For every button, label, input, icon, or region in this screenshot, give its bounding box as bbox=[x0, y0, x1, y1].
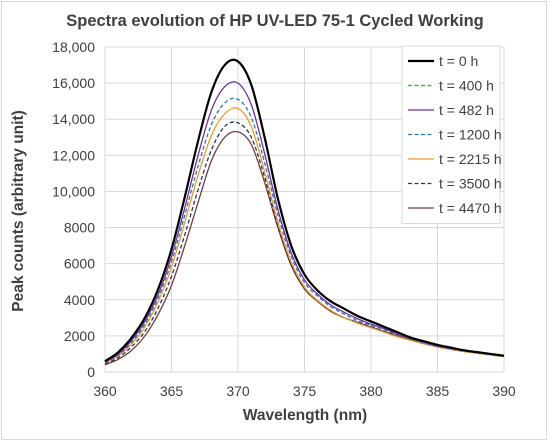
legend: t = 0 h t = 400 h t = 482 h t = 1200 h t = 2… bbox=[401, 45, 502, 224]
legend-label: t = 1200 h bbox=[439, 127, 502, 143]
spectra-line-chart: 0 2000 4000 6000 8000 10,000 12,000 14,000 16,00… bbox=[10, 12, 516, 424]
legend-label: t = 4470 h bbox=[439, 200, 502, 216]
y-tick-label: 14,000 bbox=[52, 111, 95, 127]
legend-label: t = 0 h bbox=[439, 53, 478, 69]
y-tick-labels: 0 2000 4000 6000 8000 10,000 12,000 14,000 16,00… bbox=[52, 39, 95, 380]
y-tick-label: 10,000 bbox=[52, 183, 95, 199]
legend-label: t = 400 h bbox=[439, 78, 494, 94]
y-tick-label: 6000 bbox=[64, 256, 95, 272]
series-line-3 bbox=[104, 97, 505, 364]
x-tick-label: 380 bbox=[359, 383, 383, 399]
y-tick-label: 18,000 bbox=[52, 39, 95, 55]
legend-label: t = 482 h bbox=[439, 102, 494, 118]
chart-frame: 0 2000 4000 6000 8000 10,000 12,000 14,000 16,00… bbox=[1, 1, 547, 440]
y-axis-title: Peak counts (arbitrary unit) bbox=[10, 110, 27, 312]
y-tick-label: 12,000 bbox=[52, 147, 95, 163]
legend-label: t = 2215 h bbox=[439, 151, 502, 167]
legend-label: t = 3500 h bbox=[439, 176, 502, 192]
x-tick-label: 360 bbox=[93, 383, 117, 399]
x-tick-label: 365 bbox=[160, 383, 184, 399]
x-axis-title: Wavelength (nm) bbox=[243, 407, 367, 424]
x-tick-label: 385 bbox=[426, 383, 450, 399]
y-tick-label: 16,000 bbox=[52, 75, 95, 91]
y-tick-label: 8000 bbox=[64, 220, 95, 236]
y-tick-label: 0 bbox=[87, 364, 95, 380]
x-tick-label: 370 bbox=[226, 383, 250, 399]
series-lines bbox=[104, 58, 505, 366]
y-tick-label: 4000 bbox=[64, 292, 95, 308]
y-tick-label: 2000 bbox=[64, 328, 95, 344]
x-tick-labels: 360 365 370 375 380 385 390 bbox=[93, 383, 516, 399]
x-tick-label: 390 bbox=[492, 383, 516, 399]
series-line-0 bbox=[104, 58, 505, 363]
grid-lines bbox=[104, 46, 505, 373]
chart-title: Spectra evolution of HP UV-LED 75-1 Cycl… bbox=[66, 12, 483, 30]
x-tick-label: 375 bbox=[293, 383, 317, 399]
series-line-4 bbox=[104, 107, 505, 364]
